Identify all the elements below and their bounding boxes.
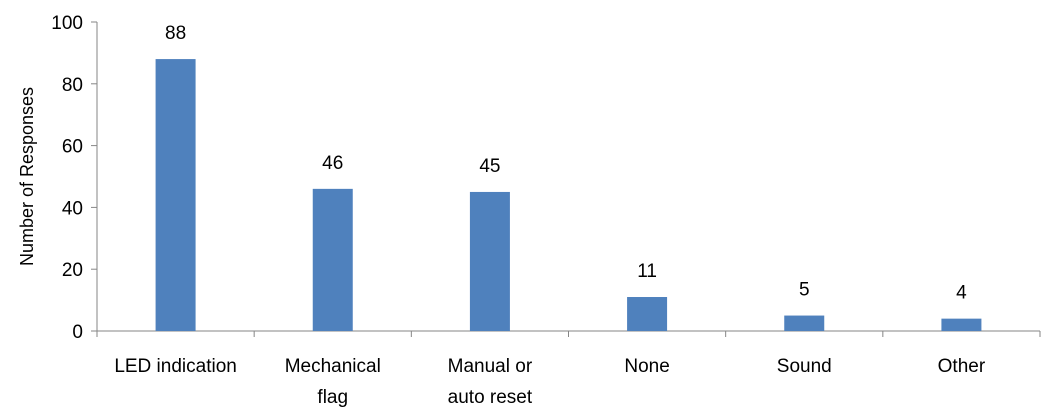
x-category-label: Mechanical flag bbox=[285, 356, 381, 408]
y-tick-label: 0 bbox=[72, 322, 83, 343]
x-category-label-line: flag bbox=[317, 387, 348, 408]
y-tick-label: 80 bbox=[62, 75, 83, 96]
x-category-label-line: Sound bbox=[777, 356, 832, 377]
y-tick-label: 40 bbox=[62, 198, 83, 219]
y-axis: 0 20 40 60 80 100 bbox=[51, 13, 98, 343]
x-axis: LED indication Mechanical flag Manual or aut… bbox=[96, 330, 1041, 408]
bar bbox=[627, 297, 668, 331]
x-category-label-line: LED indication bbox=[114, 356, 237, 377]
x-category-label-line: None bbox=[624, 356, 669, 377]
data-labels: 88 46 45 11 5 4 bbox=[165, 23, 967, 304]
y-tick-label: 100 bbox=[51, 13, 83, 34]
data-label: 46 bbox=[322, 153, 343, 174]
x-category-label-line: Other bbox=[938, 356, 986, 377]
x-category-label: Manual or auto reset bbox=[448, 356, 533, 408]
x-category-label-line: Manual or bbox=[448, 356, 533, 377]
y-axis-title: Number of Responses bbox=[17, 87, 37, 266]
x-category-label-line: Mechanical bbox=[285, 356, 381, 377]
y-tick-label: 20 bbox=[62, 260, 83, 281]
y-tick-label: 60 bbox=[62, 137, 83, 158]
data-label: 45 bbox=[479, 156, 500, 177]
x-category-label: Other bbox=[938, 356, 986, 377]
x-category-label: LED indication bbox=[114, 356, 237, 377]
bars bbox=[155, 59, 982, 332]
x-category-label: Sound bbox=[777, 356, 832, 377]
bar bbox=[155, 59, 196, 332]
bar bbox=[312, 188, 353, 331]
data-label: 5 bbox=[799, 280, 810, 301]
x-category-label-line: auto reset bbox=[448, 387, 533, 408]
bar bbox=[784, 315, 825, 331]
data-label: 4 bbox=[956, 283, 967, 304]
bar bbox=[469, 191, 510, 331]
x-category-label: None bbox=[624, 356, 669, 377]
data-label: 11 bbox=[637, 261, 657, 282]
data-label: 88 bbox=[165, 23, 186, 44]
bar bbox=[941, 318, 982, 331]
